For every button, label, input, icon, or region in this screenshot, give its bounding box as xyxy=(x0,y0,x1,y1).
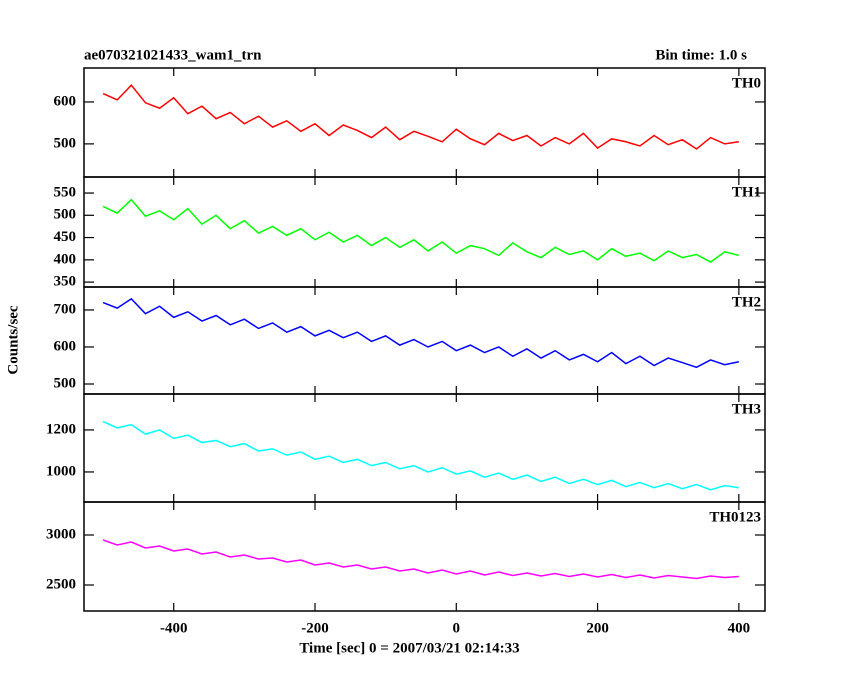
panel-label: TH3 xyxy=(732,401,761,417)
data-line xyxy=(102,297,740,369)
panel-label: TH0 xyxy=(732,75,761,91)
data-line xyxy=(102,84,739,150)
y-tick-label: 500 xyxy=(54,135,77,151)
x-tick-label: 0 xyxy=(453,620,461,636)
y-tick-label: 700 xyxy=(54,301,77,317)
data-line xyxy=(102,420,739,491)
chart-title: ae070321021433_wam1_trn xyxy=(84,47,262,63)
data-line xyxy=(102,198,740,263)
y-tick-label: 500 xyxy=(54,375,77,391)
x-tick-label: -200 xyxy=(301,620,329,636)
x-tick-label: -400 xyxy=(160,620,188,636)
y-tick-label: 2500 xyxy=(46,576,76,592)
y-tick-label: 1200 xyxy=(46,421,76,437)
panel-label: TH1 xyxy=(732,184,761,200)
y-tick-label: 400 xyxy=(54,251,77,267)
panel-frame xyxy=(83,501,766,612)
x-tick-label: 400 xyxy=(728,620,751,636)
panel-label: TH0123 xyxy=(709,509,761,525)
panel-frame xyxy=(83,67,766,178)
y-axis-label: Counts/sec xyxy=(5,305,21,375)
y-tick-label: 450 xyxy=(54,229,77,245)
panel-frame xyxy=(83,286,766,395)
panel-label: TH2 xyxy=(732,294,761,310)
y-tick-label: 350 xyxy=(54,274,77,290)
chart-subtitle: Bin time: 1.0 s xyxy=(655,47,747,63)
panel-frame xyxy=(83,176,766,288)
y-tick-label: 600 xyxy=(54,338,77,354)
y-tick-label: 500 xyxy=(54,207,77,223)
x-axis-label: Time [sec] 0 = 2007/03/21 02:14:33 xyxy=(299,640,519,656)
data-line xyxy=(102,539,739,580)
x-tick-label: 200 xyxy=(586,620,609,636)
y-tick-label: 1000 xyxy=(46,463,76,479)
y-tick-label: 3000 xyxy=(46,526,76,542)
y-tick-label: 550 xyxy=(54,184,77,200)
y-tick-label: 600 xyxy=(54,93,77,109)
